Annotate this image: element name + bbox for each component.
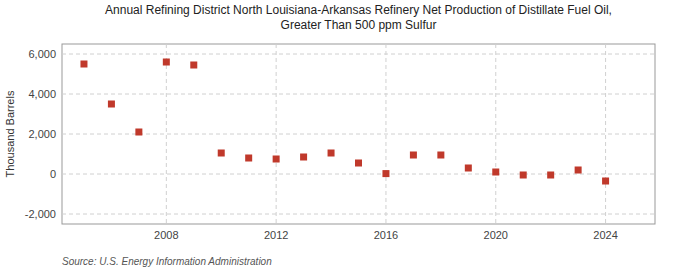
points xyxy=(80,59,609,185)
plot-frame xyxy=(62,44,655,224)
y-tick-label: -2,000 xyxy=(25,208,56,220)
point xyxy=(465,165,472,172)
y-grid-line xyxy=(62,54,655,55)
x-axis: 2008 2012 2016 2020 2024 xyxy=(154,44,618,241)
point xyxy=(190,62,197,69)
title: Annual Refining District North Louisiana… xyxy=(105,3,612,32)
chart: Annual Refining District North Louisiana… xyxy=(0,0,675,275)
y-tick-label: 4,000 xyxy=(28,88,56,100)
x-tick-label: 2012 xyxy=(264,229,288,241)
x-tick-label: 2008 xyxy=(154,229,178,241)
point xyxy=(80,61,87,68)
x-tick-label: 2016 xyxy=(374,229,398,241)
point xyxy=(602,178,609,185)
x-grid-line xyxy=(166,44,167,224)
y-grid-line xyxy=(62,214,655,215)
point xyxy=(218,150,225,157)
x-grid-line xyxy=(605,44,606,224)
x-grid-line xyxy=(495,44,496,224)
point xyxy=(355,160,362,167)
point xyxy=(410,152,417,159)
point xyxy=(437,152,444,159)
y-tick-label: 2,000 xyxy=(28,128,56,140)
point xyxy=(328,150,335,157)
y-grid-line xyxy=(62,174,655,175)
point xyxy=(300,154,307,161)
point xyxy=(382,170,389,177)
point xyxy=(492,169,499,176)
y-grid-line xyxy=(62,134,655,135)
x-grid-line xyxy=(385,44,386,224)
y-axis-label: Thousand Barrels xyxy=(4,90,16,177)
point xyxy=(135,129,142,136)
source-note: Source: U.S. Energy Information Administ… xyxy=(62,256,272,267)
x-tick-label: 2024 xyxy=(593,229,617,241)
x-grid-line xyxy=(276,44,277,224)
y-axis: -2,000 0 2,000 4,000 6,000 xyxy=(25,48,655,220)
point xyxy=(245,155,252,162)
y-grid-line xyxy=(62,94,655,95)
y-tick-label: 0 xyxy=(50,168,56,180)
point xyxy=(575,167,582,174)
point xyxy=(547,172,554,179)
point xyxy=(108,101,115,108)
y-tick-label: 6,000 xyxy=(28,48,56,60)
x-tick-label: 2020 xyxy=(484,229,508,241)
point xyxy=(163,59,170,66)
point xyxy=(273,156,280,163)
point xyxy=(520,172,527,179)
